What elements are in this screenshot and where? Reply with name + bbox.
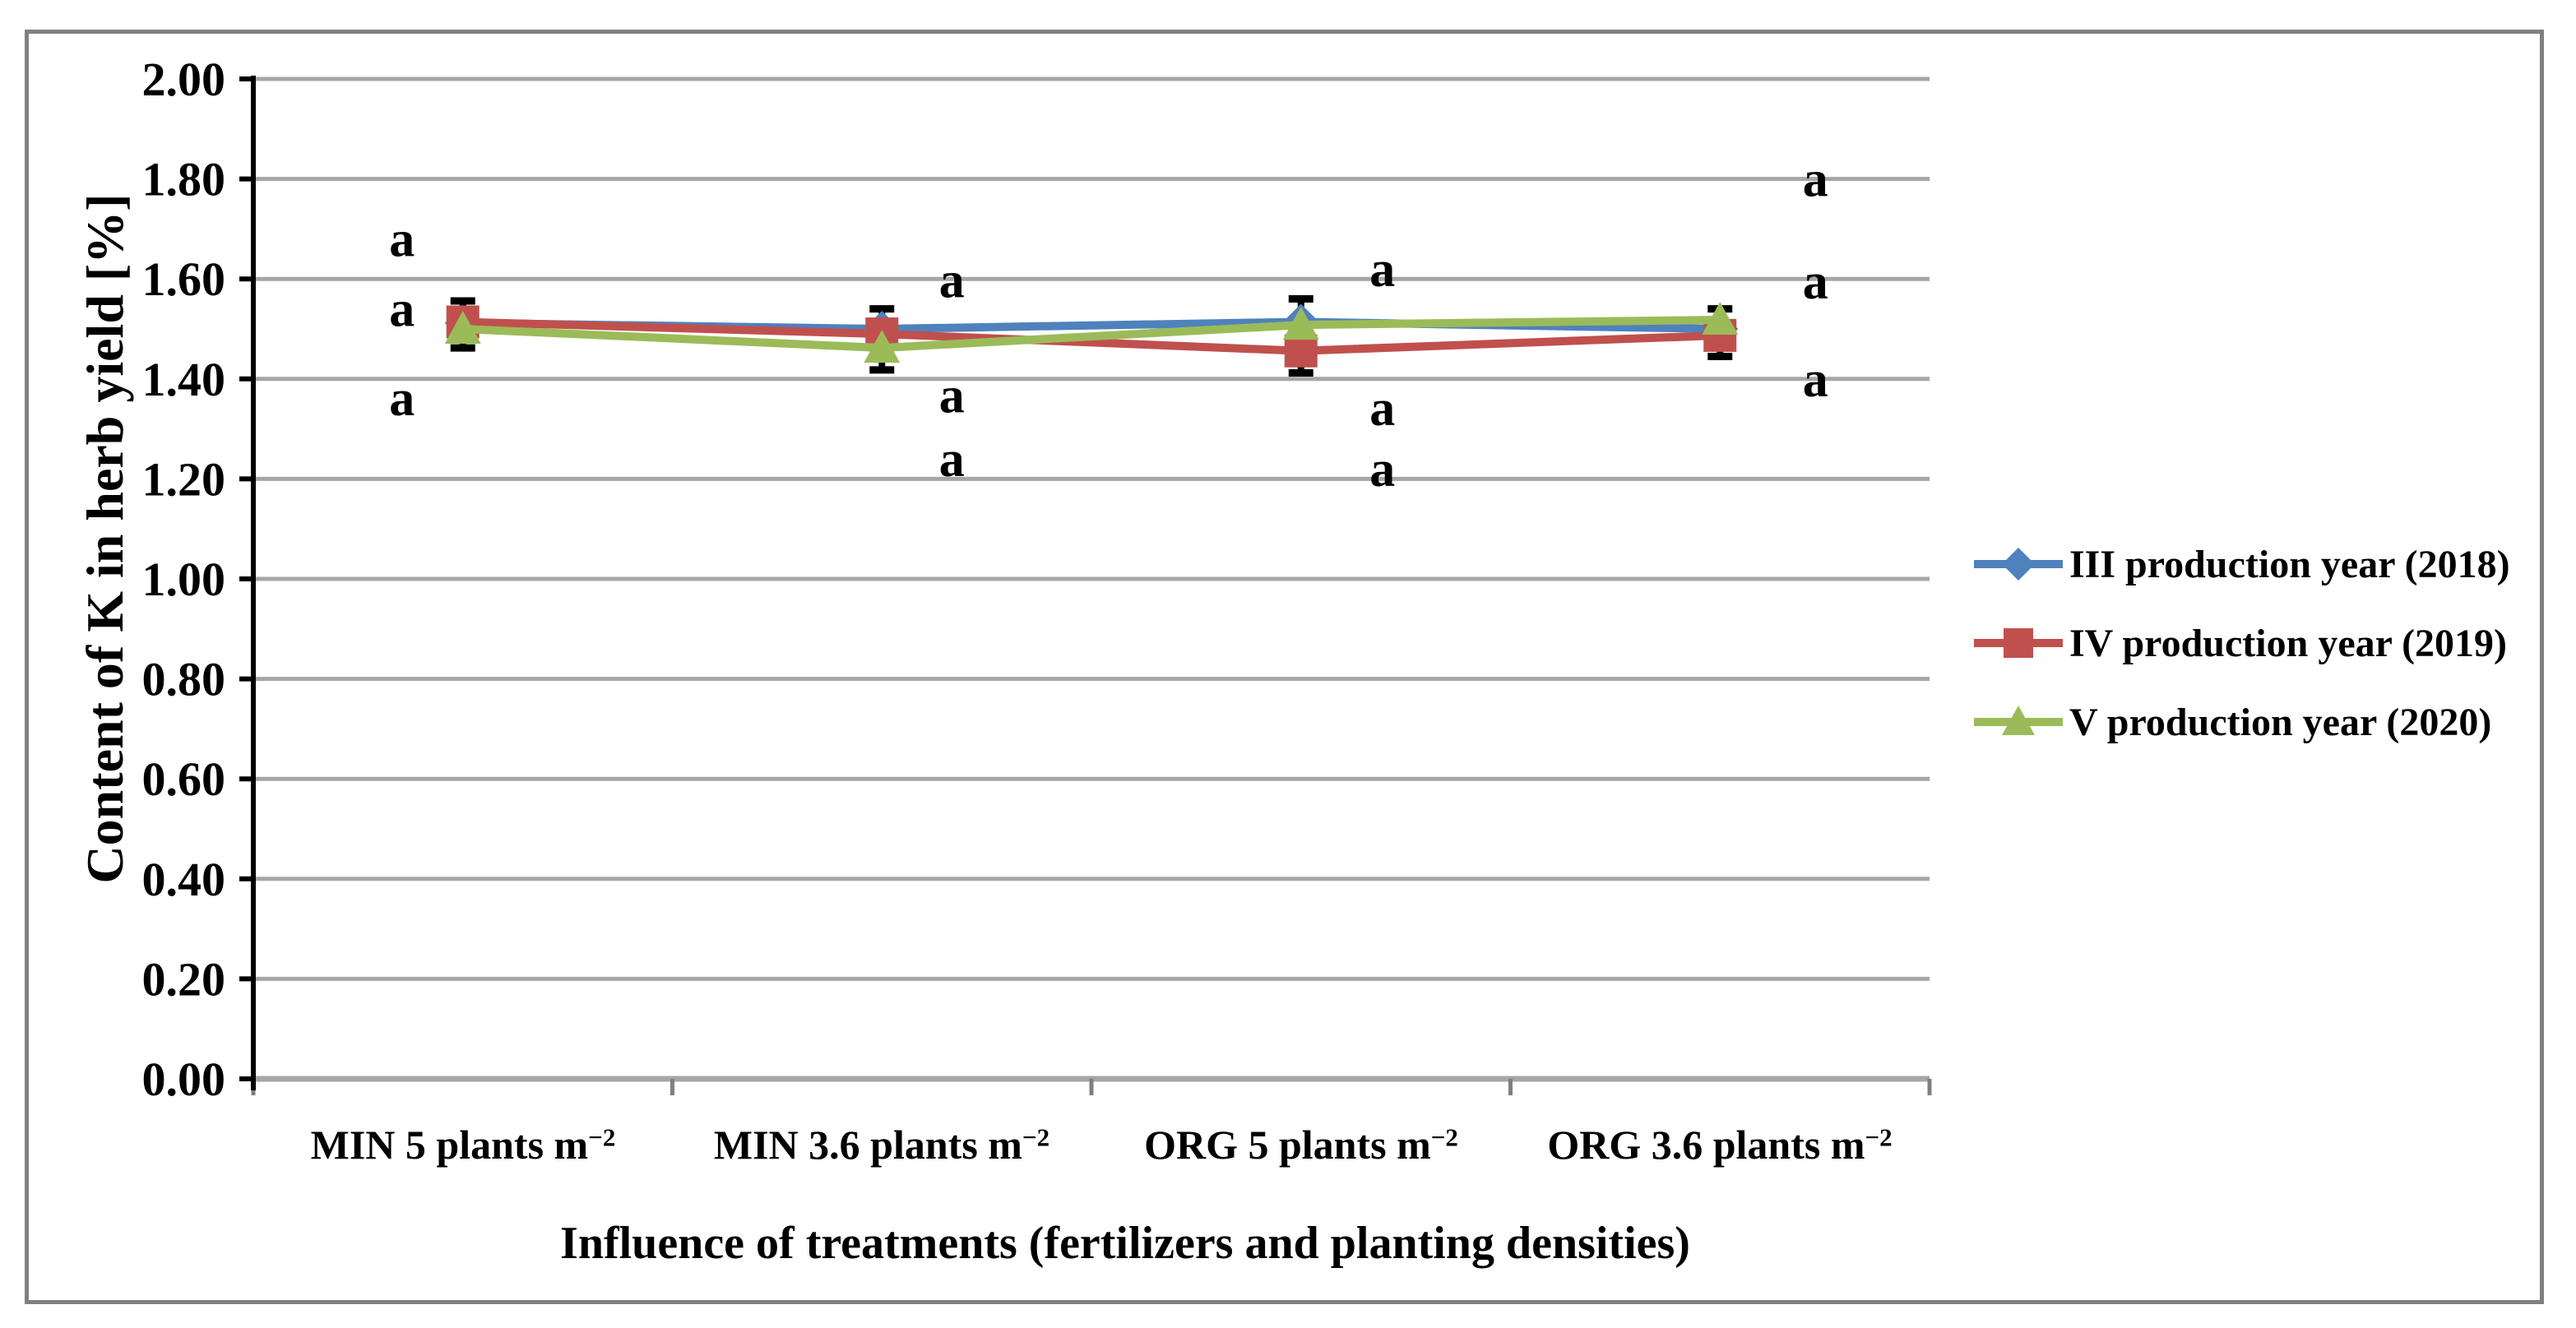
y-tick-label: 0.60 bbox=[142, 752, 226, 806]
y-tick-label: 1.60 bbox=[142, 252, 226, 306]
significance-letter: a bbox=[1803, 254, 1828, 310]
superscript: −2 bbox=[1430, 1122, 1458, 1152]
y-tick-label: 0.20 bbox=[142, 952, 226, 1006]
legend-item-2018: III production year (2018) bbox=[1972, 542, 2510, 586]
x-axis-title: Influence of treatments (fertilizers and… bbox=[560, 1218, 1690, 1269]
y-tick-label: 1.40 bbox=[142, 353, 226, 406]
y-tick-label: 0.80 bbox=[142, 653, 226, 706]
superscript: −2 bbox=[1022, 1122, 1050, 1152]
y-tick-label: 1.00 bbox=[142, 553, 226, 606]
triangle-marker bbox=[2002, 706, 2035, 735]
significance-letter: a bbox=[1369, 381, 1395, 437]
legend-marker-diamond-icon bbox=[1974, 548, 2063, 581]
triangle-marker bbox=[864, 330, 901, 363]
legend-marker-square-icon bbox=[1974, 628, 2063, 658]
significance-letter: a bbox=[1369, 242, 1395, 298]
significance-letter: a bbox=[939, 368, 965, 423]
y-axis bbox=[239, 76, 256, 1090]
square-marker bbox=[2004, 628, 2033, 658]
superscript: −2 bbox=[1865, 1122, 1893, 1152]
significance-letter: a bbox=[389, 212, 415, 268]
legend: III production year (2018) IV production… bbox=[1972, 542, 2510, 781]
triangle-marker bbox=[444, 311, 481, 344]
legend-marker-triangle-icon bbox=[1974, 706, 2063, 735]
series-3 bbox=[444, 302, 1739, 363]
significance-letter: a bbox=[389, 282, 415, 338]
legend-item-2019: IV production year (2019) bbox=[1972, 621, 2510, 665]
figure-border bbox=[25, 30, 2544, 1304]
x-tick-label-min-36: MIN 3.6 plants m−2 bbox=[713, 1122, 1050, 1168]
y-axis-title: Content of K in herb yield [%] bbox=[76, 193, 134, 884]
y-tick-labels: 2.00 1.80 1.60 1.40 1.20 1.00 0.80 0.60 0.40 0.20… bbox=[142, 53, 226, 1106]
superscript: −2 bbox=[588, 1122, 616, 1152]
triangle-marker bbox=[1282, 307, 1319, 340]
significance-letter: a bbox=[939, 252, 965, 308]
x-tick-label-min-5: MIN 5 plants m−2 bbox=[310, 1122, 616, 1168]
y-tick-label: 1.20 bbox=[142, 452, 226, 506]
x-tick-label-org-36: ORG 3.6 plants m−2 bbox=[1547, 1122, 1893, 1168]
gridlines bbox=[253, 76, 1930, 1082]
square-marker bbox=[1284, 334, 1318, 368]
legend-item-2020: V production year (2020) bbox=[1972, 700, 2510, 744]
y-tick-label: 1.80 bbox=[142, 153, 226, 206]
legend-label: V production year (2020) bbox=[2069, 700, 2492, 744]
triangle-marker bbox=[1702, 302, 1739, 335]
y-tick-label: 0.00 bbox=[142, 1053, 226, 1106]
significance-letter: a bbox=[939, 432, 965, 488]
significance-letter: a bbox=[389, 371, 415, 427]
y-tick-label: 0.40 bbox=[142, 853, 226, 906]
y-tick-label: 2.00 bbox=[142, 53, 226, 106]
legend-label: III production year (2018) bbox=[2069, 542, 2510, 586]
significance-letter: a bbox=[1803, 352, 1828, 408]
x-tick-label-org-5: ORG 5 plants m−2 bbox=[1144, 1122, 1458, 1168]
significance-letter: a bbox=[1803, 152, 1828, 208]
significance-letter: a bbox=[1369, 442, 1395, 497]
legend-label: IV production year (2019) bbox=[2069, 621, 2508, 665]
diamond-marker bbox=[2002, 548, 2035, 581]
